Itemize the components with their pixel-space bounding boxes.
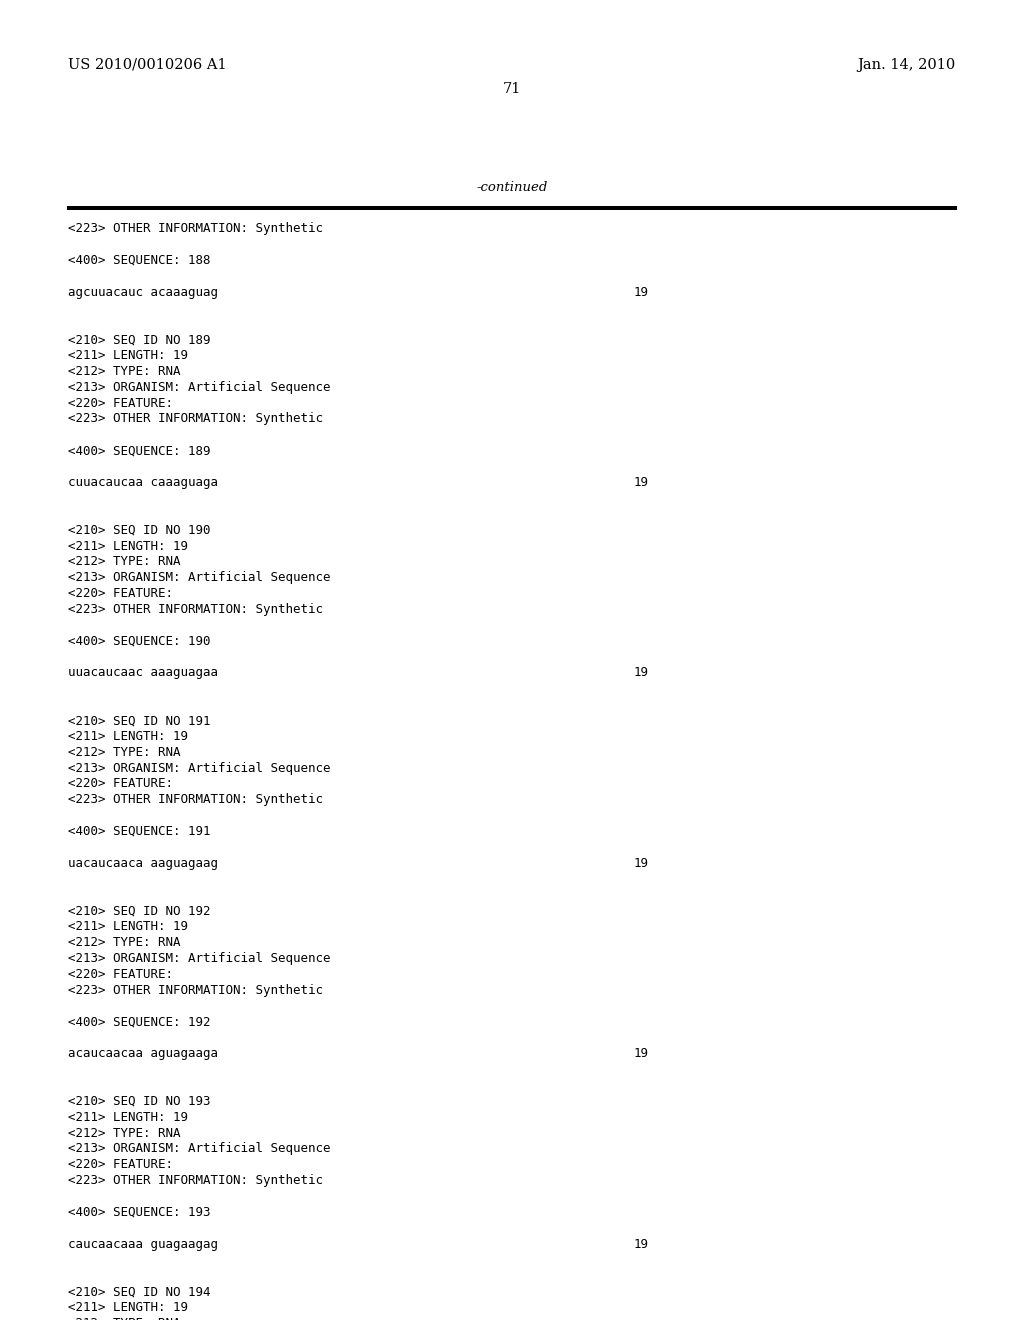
Text: -continued: -continued bbox=[476, 181, 548, 194]
Text: cuuacaucaa caaaguaga: cuuacaucaa caaaguaga bbox=[68, 477, 218, 488]
Text: <213> ORGANISM: Artificial Sequence: <213> ORGANISM: Artificial Sequence bbox=[68, 952, 331, 965]
Text: <212> TYPE: RNA: <212> TYPE: RNA bbox=[68, 936, 180, 949]
Text: uacaucaaca aaguagaag: uacaucaaca aaguagaag bbox=[68, 857, 218, 870]
Text: <400> SEQUENCE: 190: <400> SEQUENCE: 190 bbox=[68, 635, 211, 648]
Text: <211> LENGTH: 19: <211> LENGTH: 19 bbox=[68, 1302, 188, 1315]
Text: 19: 19 bbox=[634, 1047, 649, 1060]
Text: <211> LENGTH: 19: <211> LENGTH: 19 bbox=[68, 1111, 188, 1123]
Text: <220> FEATURE:: <220> FEATURE: bbox=[68, 968, 173, 981]
Text: <223> OTHER INFORMATION: Synthetic: <223> OTHER INFORMATION: Synthetic bbox=[68, 983, 323, 997]
Text: <400> SEQUENCE: 188: <400> SEQUENCE: 188 bbox=[68, 253, 211, 267]
Text: <400> SEQUENCE: 189: <400> SEQUENCE: 189 bbox=[68, 445, 211, 457]
Text: Jan. 14, 2010: Jan. 14, 2010 bbox=[858, 58, 956, 73]
Text: <220> FEATURE:: <220> FEATURE: bbox=[68, 1158, 173, 1171]
Text: <400> SEQUENCE: 192: <400> SEQUENCE: 192 bbox=[68, 1015, 211, 1028]
Text: 19: 19 bbox=[634, 667, 649, 680]
Text: <213> ORGANISM: Artificial Sequence: <213> ORGANISM: Artificial Sequence bbox=[68, 762, 331, 775]
Text: <211> LENGTH: 19: <211> LENGTH: 19 bbox=[68, 540, 188, 553]
Text: <210> SEQ ID NO 194: <210> SEQ ID NO 194 bbox=[68, 1286, 211, 1299]
Text: <223> OTHER INFORMATION: Synthetic: <223> OTHER INFORMATION: Synthetic bbox=[68, 222, 323, 235]
Text: <220> FEATURE:: <220> FEATURE: bbox=[68, 396, 173, 409]
Text: 19: 19 bbox=[634, 1238, 649, 1250]
Text: <212> TYPE: RNA: <212> TYPE: RNA bbox=[68, 366, 180, 378]
Text: <210> SEQ ID NO 190: <210> SEQ ID NO 190 bbox=[68, 524, 211, 537]
Text: <220> FEATURE:: <220> FEATURE: bbox=[68, 587, 173, 601]
Text: acaucaacaa aguagaaga: acaucaacaa aguagaaga bbox=[68, 1047, 218, 1060]
Text: <213> ORGANISM: Artificial Sequence: <213> ORGANISM: Artificial Sequence bbox=[68, 1142, 331, 1155]
Text: <400> SEQUENCE: 191: <400> SEQUENCE: 191 bbox=[68, 825, 211, 838]
Text: <211> LENGTH: 19: <211> LENGTH: 19 bbox=[68, 730, 188, 743]
Text: <212> TYPE: RNA: <212> TYPE: RNA bbox=[68, 1317, 180, 1320]
Text: 19: 19 bbox=[634, 285, 649, 298]
Text: <223> OTHER INFORMATION: Synthetic: <223> OTHER INFORMATION: Synthetic bbox=[68, 412, 323, 425]
Text: 71: 71 bbox=[503, 82, 521, 96]
Text: <212> TYPE: RNA: <212> TYPE: RNA bbox=[68, 1126, 180, 1139]
Text: uuacaucaac aaaguagaa: uuacaucaac aaaguagaa bbox=[68, 667, 218, 680]
Text: <210> SEQ ID NO 189: <210> SEQ ID NO 189 bbox=[68, 334, 211, 346]
Text: US 2010/0010206 A1: US 2010/0010206 A1 bbox=[68, 58, 226, 73]
Text: caucaacaaa guagaagag: caucaacaaa guagaagag bbox=[68, 1238, 218, 1250]
Text: <223> OTHER INFORMATION: Synthetic: <223> OTHER INFORMATION: Synthetic bbox=[68, 1173, 323, 1187]
Text: <210> SEQ ID NO 191: <210> SEQ ID NO 191 bbox=[68, 714, 211, 727]
Text: <212> TYPE: RNA: <212> TYPE: RNA bbox=[68, 556, 180, 569]
Text: <220> FEATURE:: <220> FEATURE: bbox=[68, 777, 173, 791]
Text: <213> ORGANISM: Artificial Sequence: <213> ORGANISM: Artificial Sequence bbox=[68, 380, 331, 393]
Text: <213> ORGANISM: Artificial Sequence: <213> ORGANISM: Artificial Sequence bbox=[68, 572, 331, 585]
Text: <223> OTHER INFORMATION: Synthetic: <223> OTHER INFORMATION: Synthetic bbox=[68, 793, 323, 807]
Text: <211> LENGTH: 19: <211> LENGTH: 19 bbox=[68, 350, 188, 362]
Text: <400> SEQUENCE: 193: <400> SEQUENCE: 193 bbox=[68, 1205, 211, 1218]
Text: <212> TYPE: RNA: <212> TYPE: RNA bbox=[68, 746, 180, 759]
Text: <211> LENGTH: 19: <211> LENGTH: 19 bbox=[68, 920, 188, 933]
Text: 19: 19 bbox=[634, 857, 649, 870]
Text: 19: 19 bbox=[634, 477, 649, 488]
Text: agcuuacauc acaaaguag: agcuuacauc acaaaguag bbox=[68, 285, 218, 298]
Text: <210> SEQ ID NO 193: <210> SEQ ID NO 193 bbox=[68, 1096, 211, 1107]
Text: <223> OTHER INFORMATION: Synthetic: <223> OTHER INFORMATION: Synthetic bbox=[68, 603, 323, 616]
Text: <210> SEQ ID NO 192: <210> SEQ ID NO 192 bbox=[68, 904, 211, 917]
